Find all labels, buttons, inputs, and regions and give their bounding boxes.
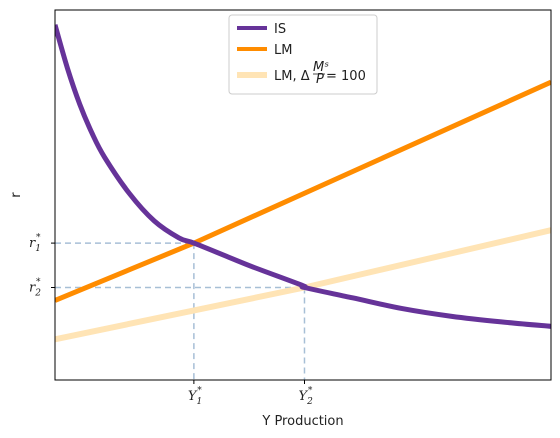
legend-label-lm-shift-numerator: Mˢ (313, 60, 329, 75)
legend-label-lm-shift-denominator: P (316, 72, 324, 87)
legend-label-lm-shift-rest: = 100 (326, 69, 366, 84)
legend-label-is: IS (274, 22, 286, 37)
is-curve-line (55, 24, 551, 329)
x-tick-label-1: Y1* (188, 386, 202, 407)
x-axis-label: Y Production (261, 414, 343, 429)
legend: IS LM LM, Δ Mˢ P = 100 (228, 14, 378, 95)
y-tick-label-2: r2* (29, 278, 41, 299)
x-tick-label-2: Y2* (298, 386, 313, 407)
series-layer (55, 24, 551, 343)
plot-frame (54, 9, 552, 381)
y-axis-label: r (9, 192, 24, 198)
equilibrium-guides (55, 242, 306, 380)
y-tick-label-1: r1* (29, 233, 41, 254)
legend-label-lm-shift: LM, Δ (274, 69, 310, 84)
legend-label-lm: LM (274, 43, 292, 58)
axis-ticks: Y1* Y2* r1* r2* (29, 233, 313, 407)
